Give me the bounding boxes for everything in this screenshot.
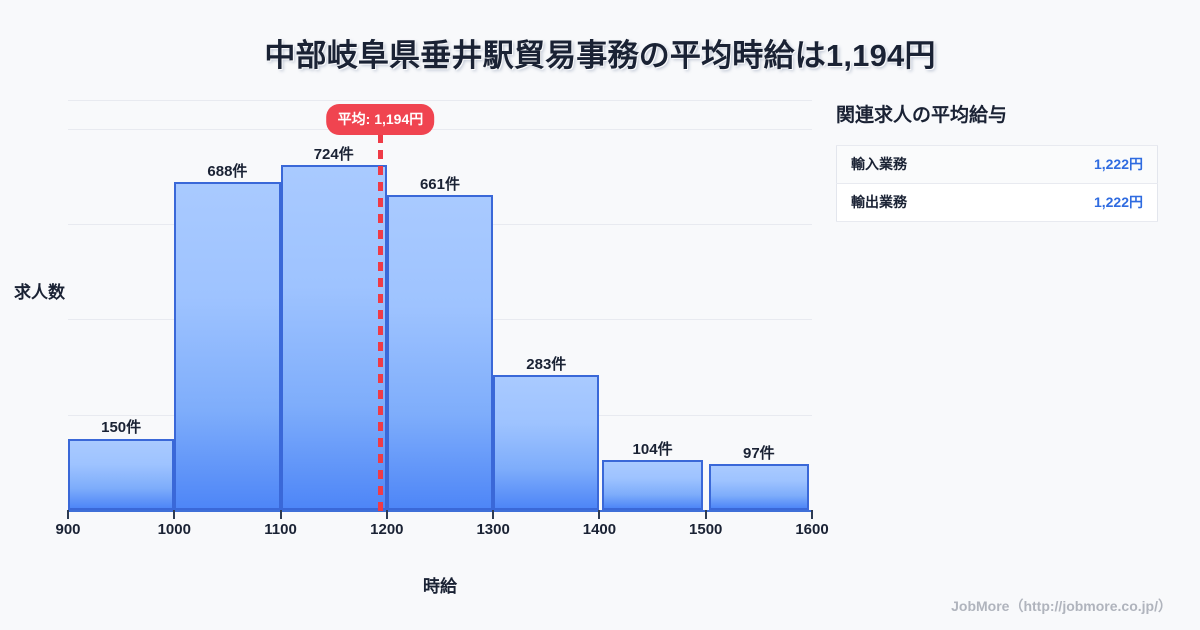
related-salary-table-body: 輸入業務 1,222円 輸出業務 1,222円 <box>836 145 1158 222</box>
related-salary-table: 輸入業務 1,222円 輸出業務 1,222円 <box>836 145 1158 222</box>
related-job-label: 輸入業務 <box>851 156 907 172</box>
x-axis-tick-mark <box>173 510 176 519</box>
related-job-salary: 1,222円 <box>1093 156 1143 172</box>
table-row[interactable]: 輸出業務 1,222円 <box>836 183 1158 222</box>
bar-value-label: 724件 <box>313 145 354 163</box>
gridline <box>68 128 812 130</box>
x-axis-tick-mark <box>811 510 813 519</box>
histogram-bar[interactable] <box>602 460 703 510</box>
histogram-bar[interactable] <box>708 463 809 510</box>
x-axis-tick-label: 1000 <box>157 521 191 538</box>
table-row[interactable]: 輸入業務 1,222円 <box>836 145 1158 184</box>
x-axis-tick-label: 1300 <box>476 521 510 538</box>
page-title: 中部岐阜県垂井駅貿易事務の平均時給は1,194円 <box>264 38 936 73</box>
histogram-bar[interactable] <box>493 375 600 510</box>
y-axis-title: 求人数 <box>14 283 65 302</box>
x-axis-tick-mark <box>385 510 388 519</box>
x-axis-tick-label: 1500 <box>689 521 723 538</box>
histogram-bar[interactable] <box>280 164 387 510</box>
x-axis-tick-label: 900 <box>55 521 81 538</box>
bar-value-label: 150件 <box>101 419 142 437</box>
average-badge: 平均: 1,194円 <box>326 104 435 135</box>
histogram-bar[interactable] <box>386 194 494 510</box>
bar-value-label: 661件 <box>419 175 460 193</box>
bar-value-label: 104件 <box>632 441 673 459</box>
average-line <box>378 118 384 512</box>
x-axis-tick-label: 1600 <box>795 521 829 538</box>
footer-credit: JobMore（http://jobmore.co.jp/） <box>951 598 1172 614</box>
related-salary-title: 関連求人の平均給与 <box>836 105 1008 126</box>
x-axis-tick-mark <box>492 510 495 519</box>
x-axis-line <box>68 510 812 512</box>
related-salary-panel: 関連求人の平均給与 輸入業務 1,222円 輸出業務 1,222円 <box>836 100 1166 222</box>
histogram-bar[interactable] <box>68 438 175 510</box>
gridline <box>68 100 812 101</box>
related-job-label: 輸出業務 <box>851 194 907 210</box>
bar-value-label: 283件 <box>526 356 567 374</box>
x-axis-tick-label: 1400 <box>582 521 617 538</box>
x-axis-tick-label: 1100 <box>264 521 297 538</box>
related-job-salary: 1,222円 <box>1093 194 1143 210</box>
histogram-bar[interactable] <box>174 182 281 510</box>
plot-area <box>68 100 812 510</box>
x-axis-tick-mark <box>704 510 707 519</box>
x-axis-tick-mark <box>67 510 69 519</box>
x-axis-tick-label: 1200 <box>370 521 404 538</box>
x-axis-title: 時給 <box>423 577 457 596</box>
bar-value-label: 97件 <box>743 444 775 462</box>
bar-value-label: 688件 <box>207 163 248 180</box>
x-axis-tick-mark <box>279 510 282 519</box>
x-axis-tick-mark <box>598 510 601 519</box>
